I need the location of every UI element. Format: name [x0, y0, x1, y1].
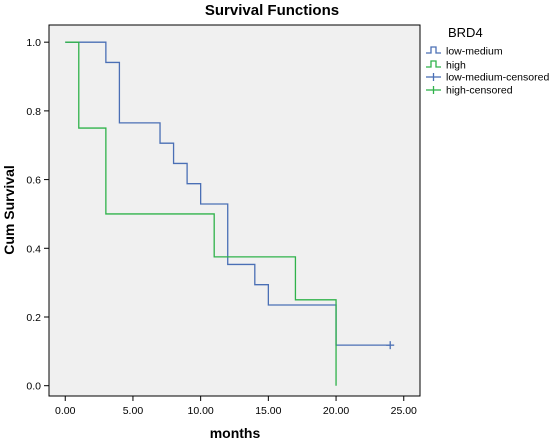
legend-label-high: high	[446, 60, 466, 72]
y-tick-label: 0.4	[26, 243, 41, 255]
series-line-low-medium	[65, 41, 391, 346]
x-tick-label: 20.00	[323, 405, 349, 417]
legend-label-high-censored: high-censored	[446, 85, 513, 97]
legend-title: BRD4	[448, 25, 483, 40]
legend-label-low-medium-censored: low-medium-censored	[446, 72, 549, 84]
plot-area	[48, 24, 421, 397]
legend: BRD4 low-medium highlow-medium-censoredhi…	[426, 25, 549, 97]
y-tick-label: 0.8	[26, 106, 41, 118]
x-tick-label: 5.00	[123, 405, 144, 417]
series-lines	[65, 41, 395, 386]
y-tick-label: 1.0	[26, 37, 41, 49]
y-axis: 0.0 0.2 0.4 0.6 0.8 1.0	[26, 37, 49, 393]
series-line-high	[65, 41, 337, 386]
y-tick-label: 0.0	[26, 381, 41, 393]
legend-swatch-high	[426, 60, 441, 68]
x-tick-label: 0.00	[55, 405, 76, 417]
y-axis-label: Cum Survival	[1, 165, 17, 254]
x-tick-label: 25.00	[391, 405, 417, 417]
x-axis-label: months	[210, 425, 261, 441]
y-tick-label: 0.6	[26, 175, 41, 187]
chart-title: Survival Functions	[205, 2, 339, 19]
x-tick-label: 10.00	[188, 405, 214, 417]
legend-swatch-low-medium	[426, 46, 441, 54]
legend-label-low-medium: low-medium	[446, 46, 503, 58]
y-tick-label: 0.2	[26, 312, 41, 324]
x-axis: 0.00 5.00 10.00 15.00 20.00 25.00	[55, 396, 417, 417]
x-tick-label: 15.00	[255, 405, 281, 417]
